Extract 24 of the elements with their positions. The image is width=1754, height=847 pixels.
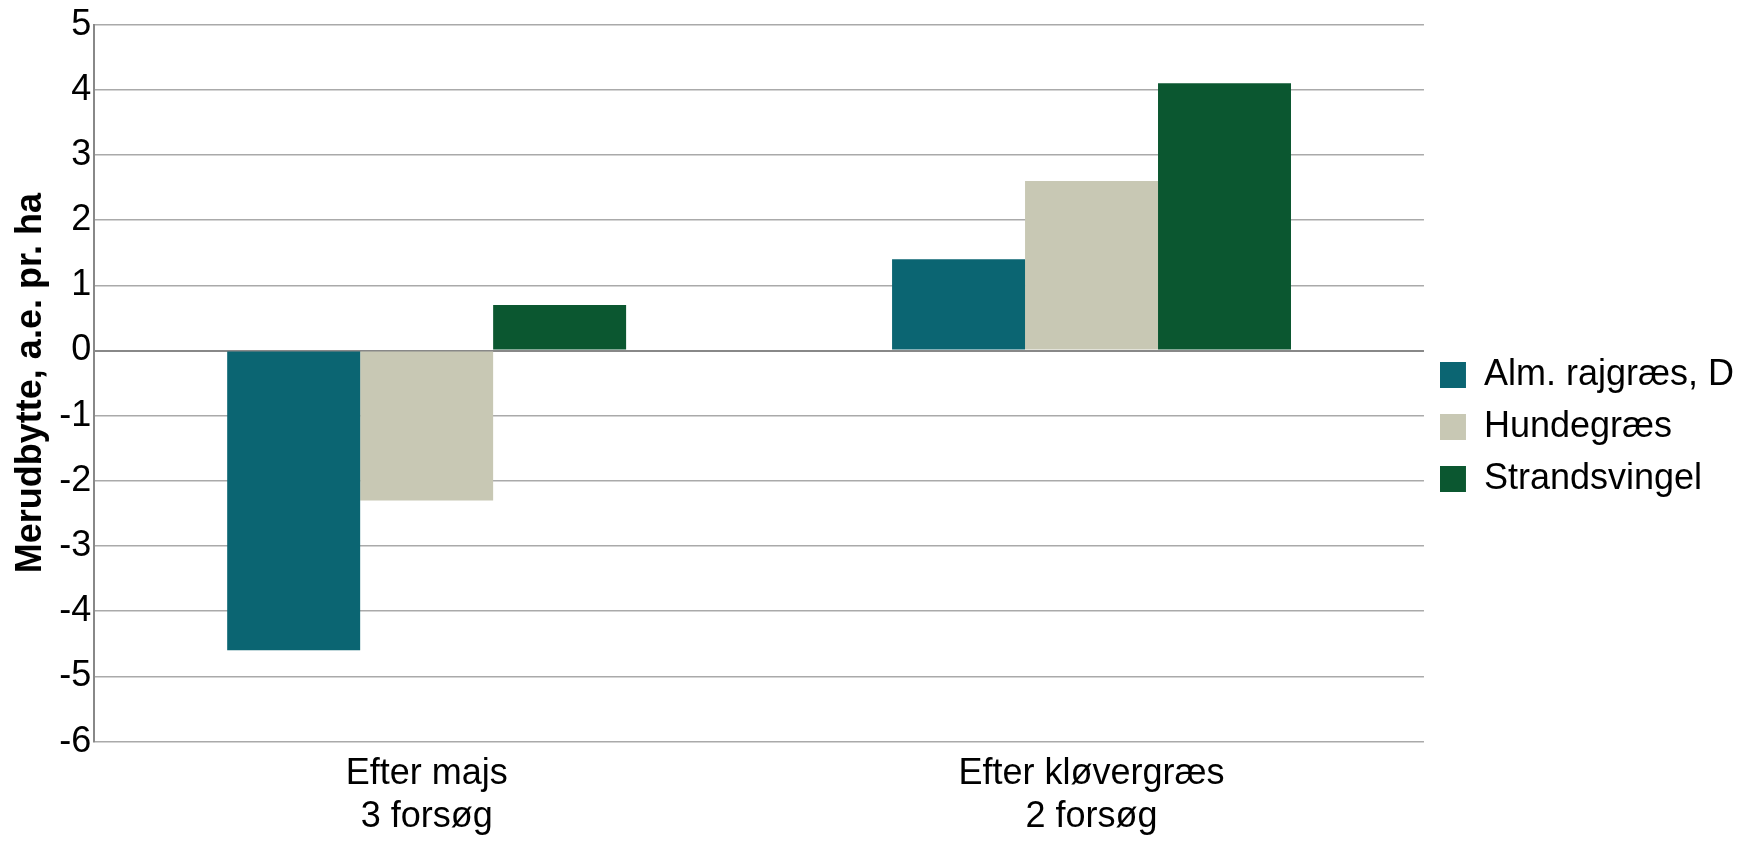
- y-tick-label: 4: [71, 66, 92, 108]
- x-tick-label: Efter kløvergræs 2 forsøg: [958, 751, 1225, 836]
- legend-label: Hundegræs: [1483, 403, 1673, 445]
- y-tick-label: 2: [71, 197, 92, 239]
- y-axis-title: Merudbytte, a.e. pr. ha: [7, 192, 49, 574]
- bar: [1158, 83, 1291, 350]
- y-tick-label: -3: [59, 522, 92, 564]
- y-tick-label: 3: [71, 131, 92, 173]
- y-tick-label: -5: [59, 653, 92, 695]
- legend-label: Strandsvingel: [1483, 455, 1703, 497]
- legend-label: Alm. rajgræs, D: [1483, 351, 1734, 393]
- x-tick-label: Efter majs 3 forsøg: [345, 751, 508, 836]
- y-tick-label: 5: [71, 1, 92, 43]
- y-tick-label: 0: [71, 327, 92, 369]
- bar: [493, 304, 627, 350]
- bar: [1025, 181, 1159, 350]
- bar: [360, 351, 494, 501]
- y-tick-label: -6: [59, 718, 92, 760]
- y-tick-label: -2: [59, 457, 92, 499]
- y-tick-label: -1: [59, 392, 92, 434]
- bar: [227, 351, 361, 651]
- y-tick-label: -4: [59, 588, 92, 630]
- y-tick-label: 1: [71, 262, 92, 304]
- bar: [892, 259, 1026, 350]
